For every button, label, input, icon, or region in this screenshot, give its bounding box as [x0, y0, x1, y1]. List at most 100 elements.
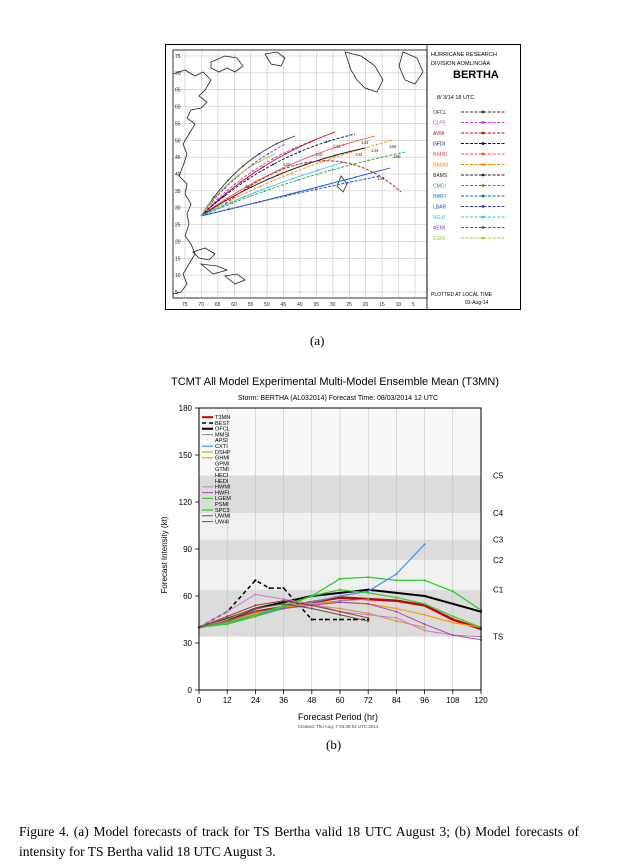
- legend-entry: MMSI: [215, 432, 230, 438]
- map-legend-label: EGRI: [433, 236, 445, 242]
- data-point: [254, 604, 257, 607]
- legend-entry: CXTI: [215, 444, 228, 450]
- map-legend-marker: [481, 236, 485, 240]
- legend-entry: PSMI: [215, 502, 229, 508]
- track-point: [277, 174, 279, 176]
- forecast-tracks: [200, 131, 406, 217]
- lon-label: 30: [330, 302, 336, 308]
- track-label: 144: [371, 148, 379, 153]
- lon-label: 40: [297, 302, 303, 308]
- lat-label: 35: [175, 189, 181, 195]
- data-point: [268, 587, 271, 590]
- legend-entry: SPC3: [215, 508, 230, 514]
- lat-label: 25: [175, 223, 181, 229]
- lon-label: 45: [281, 302, 287, 308]
- plot-frame: [198, 407, 482, 691]
- lat-label: 65: [175, 88, 181, 94]
- lon-label: 75: [182, 302, 188, 308]
- track-point: [304, 163, 307, 166]
- chart-title: TCMT All Model Experimental Multi-Model …: [171, 376, 499, 388]
- data-point: [226, 610, 229, 613]
- x-tick-label: 72: [364, 696, 373, 705]
- lat-label: 30: [175, 206, 181, 212]
- track-point: [209, 201, 212, 204]
- data-point: [338, 607, 342, 610]
- x-tick-label: 84: [392, 696, 401, 705]
- track-point: [246, 178, 249, 181]
- data-point: [282, 598, 285, 601]
- track-label: 168: [393, 154, 401, 159]
- data-point: [282, 602, 285, 605]
- data-point: [423, 604, 426, 607]
- map-legend-marker: [481, 152, 485, 156]
- data-point: [423, 579, 426, 582]
- data-point: [282, 604, 285, 607]
- track-point: [275, 142, 278, 145]
- track-point: [282, 167, 284, 169]
- track-point: [284, 195, 287, 197]
- map-footer-line1: PLOTTED AT LOCAL TIME: [431, 292, 493, 298]
- track-label: 120: [315, 152, 323, 157]
- data-point: [226, 616, 229, 620]
- map-legend-marker: [481, 205, 485, 208]
- track-point: [258, 160, 261, 163]
- data-point: [310, 604, 313, 607]
- track-point: [271, 158, 274, 161]
- lat-label: 5: [175, 290, 178, 296]
- track-point: [222, 195, 225, 198]
- lon-label: 70: [198, 302, 204, 308]
- map-storm-name: BERTHA: [453, 69, 499, 81]
- x-tick-label: 96: [420, 696, 429, 705]
- data-point: [338, 618, 342, 621]
- data-point: [395, 616, 398, 620]
- data-point: [254, 610, 257, 613]
- lat-label: 70: [175, 71, 181, 77]
- x-tick-label: 12: [223, 696, 232, 705]
- data-point: [423, 626, 426, 629]
- data-point: [353, 618, 356, 621]
- data-point: [310, 594, 313, 598]
- data-point: [367, 590, 370, 593]
- map-valid-time: 8/ 3/14 18 UTC: [437, 95, 474, 101]
- map-footer-line2: 03-Aug-14: [465, 300, 489, 306]
- data-point: [423, 613, 426, 616]
- track-line: [224, 160, 402, 205]
- data-point: [338, 613, 342, 616]
- data-point: [324, 618, 327, 621]
- map-legend-marker: [481, 226, 485, 229]
- data-point: [338, 610, 342, 613]
- data-point: [254, 613, 257, 616]
- data-point: [367, 598, 370, 601]
- legend-entry: DSHP: [215, 450, 231, 456]
- map-legend-marker: [481, 184, 485, 187]
- y-tick-label: 90: [183, 545, 192, 554]
- track-point: [291, 177, 294, 180]
- map-legend-marker: [481, 110, 485, 114]
- track-point: [233, 183, 236, 186]
- lon-label: 25: [346, 302, 352, 308]
- lat-label: 60: [175, 105, 181, 111]
- data-point: [367, 613, 370, 616]
- track-point: [216, 198, 219, 201]
- track-point: [314, 188, 317, 191]
- track-point: [219, 197, 222, 200]
- map-legend-marker: [481, 121, 485, 124]
- track-point: [226, 179, 229, 182]
- map-legend-label: GFDI: [433, 142, 445, 148]
- latitude-labels: 75 70 65 60 55 50 45 40 35 30 25 20 15 10 5: [175, 54, 181, 296]
- track-point: [292, 147, 295, 150]
- category-label: C4: [493, 509, 504, 518]
- track-point: [232, 178, 234, 181]
- map-legend-marker: [481, 142, 485, 145]
- data-point: [338, 591, 342, 594]
- data-point: [423, 602, 426, 605]
- track-point: [224, 199, 227, 202]
- x-tick-label: 48: [307, 696, 316, 705]
- track-point: [308, 141, 311, 144]
- track-line: [200, 133, 356, 217]
- legend-entry: HWMI: [215, 485, 231, 491]
- track-point: [244, 168, 247, 171]
- data-point: [451, 634, 454, 637]
- lon-label: 60: [231, 302, 237, 308]
- track-label: 144: [333, 144, 341, 149]
